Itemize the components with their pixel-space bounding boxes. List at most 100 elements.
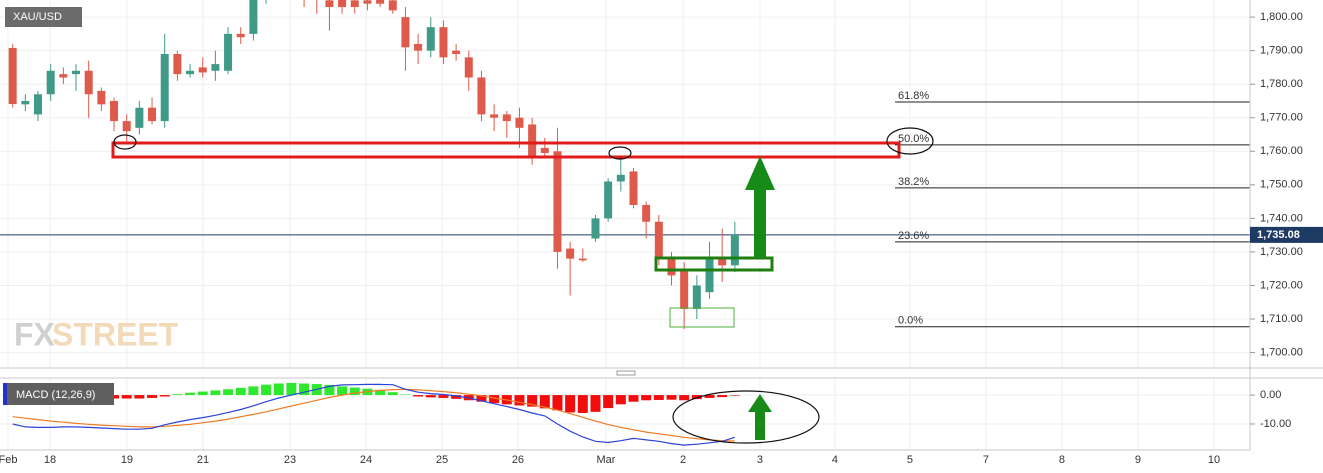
histogram-bar	[641, 395, 652, 401]
histogram-bar	[489, 395, 500, 404]
histogram-bar	[273, 383, 284, 396]
x-tick-label: 9	[1135, 454, 1141, 466]
y-tick-label: 1,780.00	[1260, 78, 1303, 90]
histogram-bar	[109, 395, 120, 399]
candle-body	[148, 107, 157, 122]
candle-body	[616, 174, 625, 182]
histogram-bar	[324, 384, 335, 396]
x-tick-label: 7	[983, 454, 989, 466]
histogram-bar	[717, 395, 728, 398]
histogram-bar	[514, 395, 525, 406]
candle-body	[654, 221, 663, 259]
support-box	[654, 256, 774, 272]
circle-marker	[672, 390, 820, 444]
candle-body	[325, 0, 334, 8]
candle-body	[249, 0, 258, 34]
watermark: FX	[14, 316, 56, 352]
watermark: STREET	[52, 316, 179, 352]
x-tick-label: Mar	[597, 454, 616, 466]
candle-body	[110, 100, 119, 122]
histogram-bar	[248, 386, 259, 396]
y-tick-label: 1,790.00	[1260, 45, 1303, 57]
histogram-bar	[299, 383, 310, 396]
histogram-bar	[615, 395, 626, 405]
histogram-bar	[261, 384, 272, 396]
macd-panel	[7, 382, 740, 446]
candle-body	[211, 64, 220, 71]
candle-body	[502, 114, 511, 122]
histogram-bar	[704, 395, 715, 398]
axes: Feb 18 19 21 23 24 25 26 Mar 2 3 4 5 7 8 9 101,700.001,7…	[0, 11, 1323, 466]
x-tick-label: 8	[1059, 454, 1065, 466]
candle-body	[718, 258, 727, 266]
candle-body	[59, 74, 68, 78]
resize-handle[interactable]	[616, 370, 636, 376]
histogram-bar	[653, 395, 664, 400]
candle-body	[173, 54, 182, 75]
candle-body	[591, 218, 600, 239]
x-tick-label: 19	[121, 454, 133, 466]
fib-label: 50.0%	[898, 133, 929, 145]
histogram-bar	[628, 395, 639, 402]
candle-body	[84, 70, 93, 95]
candle-body	[363, 0, 372, 4]
candle-body	[401, 17, 410, 48]
histogram-bar	[235, 387, 246, 396]
resistance-box	[111, 141, 901, 159]
candle-body	[692, 285, 701, 309]
last-price-box	[1250, 226, 1323, 243]
up-arrow	[748, 394, 772, 440]
x-tick-label: 24	[360, 454, 372, 466]
candle-body	[426, 27, 435, 51]
indicator-swatch	[3, 383, 7, 405]
candle-body	[8, 47, 17, 104]
candle-body	[97, 90, 106, 105]
histogram-bar	[387, 392, 398, 396]
x-tick-label: 18	[44, 454, 56, 466]
histogram-bar	[425, 395, 436, 398]
histogram-bar	[159, 395, 170, 397]
histogram-bar	[223, 389, 234, 396]
histogram-bar	[527, 395, 538, 407]
fib-label: 23.6%	[898, 230, 929, 242]
x-tick-label: 26	[512, 454, 524, 466]
histogram-bar	[375, 389, 386, 396]
x-tick-label: 21	[197, 454, 209, 466]
candle-body	[566, 248, 575, 259]
y-tick-label: 1,710.00	[1260, 313, 1303, 325]
candle-body	[122, 121, 131, 132]
candle-body	[439, 27, 448, 58]
candle-body	[464, 57, 473, 78]
symbol-label: XAU/USD	[13, 11, 62, 23]
y-tick-label: 1,760.00	[1260, 145, 1303, 157]
candle-body	[490, 114, 499, 118]
candle-body	[338, 0, 347, 8]
low-box	[669, 307, 735, 328]
candle-body	[388, 0, 397, 11]
y-tick-label: 1,750.00	[1260, 179, 1303, 191]
candle-body	[34, 94, 43, 115]
candle-body	[705, 258, 714, 293]
histogram-bar	[134, 395, 145, 399]
indicator-box	[3, 383, 114, 405]
histogram-bar	[603, 395, 614, 409]
candle-body	[680, 268, 689, 309]
histogram-bar	[552, 395, 563, 411]
y-tick-label: 1,730.00	[1260, 246, 1303, 258]
histogram-bar	[679, 395, 690, 401]
candle-body	[730, 234, 739, 266]
histogram-bar	[172, 394, 183, 396]
histogram-bar	[185, 392, 196, 396]
circle-marker	[608, 146, 632, 160]
candle-body	[528, 124, 537, 159]
histogram-bar	[666, 395, 677, 400]
candle-body	[540, 147, 549, 153]
x-tick-label: 4	[832, 454, 838, 466]
y-tick-label: 1,770.00	[1260, 112, 1303, 124]
candle-body	[135, 107, 144, 128]
histogram-bar	[565, 395, 576, 413]
histogram-bar	[337, 386, 348, 396]
candle-body	[236, 33, 245, 38]
